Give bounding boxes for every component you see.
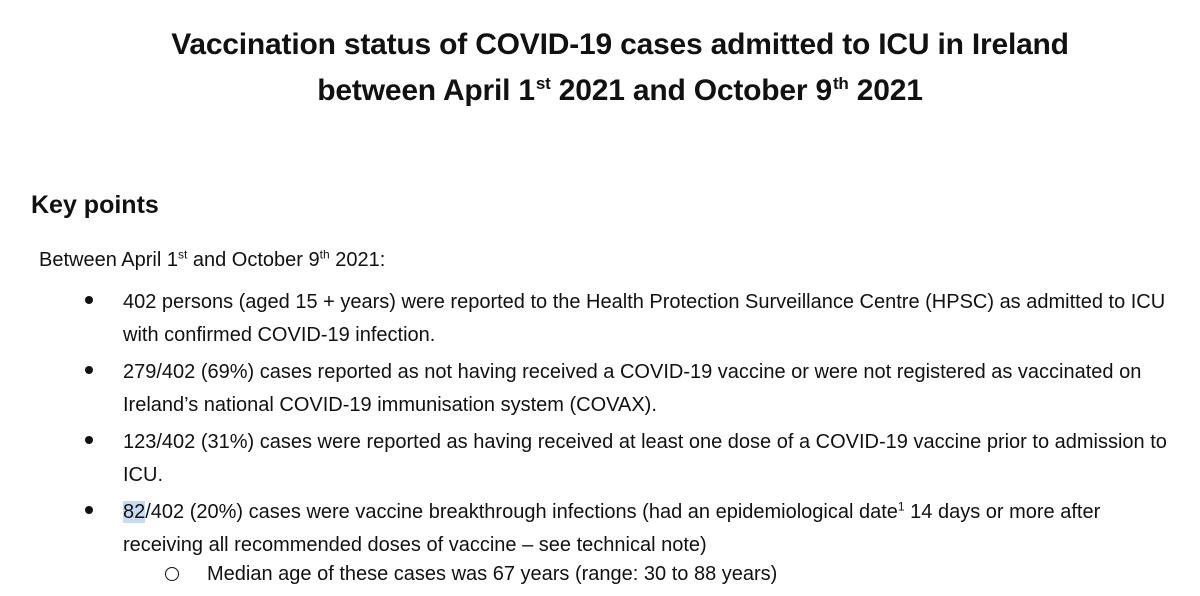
- list-item: 279/402 (69%) cases reported as not havi…: [0, 356, 1200, 422]
- list-item: 123/402 (31%) cases were reported as hav…: [0, 426, 1200, 492]
- title-superscript-th: th: [832, 74, 849, 93]
- intro-part-1: Between April 1: [39, 249, 178, 271]
- title-line-2: between April 1st 2021 and October 9th 2…: [0, 68, 1200, 114]
- list-item: 82/402 (20%) cases were vaccine breakthr…: [0, 496, 1200, 562]
- title-line-2-part-3: 2021: [848, 74, 923, 107]
- sub-list-item: Median age of these cases was 67 years (…: [165, 558, 777, 591]
- intro-superscript-th: th: [319, 247, 330, 262]
- bullet-text: 123/402 (31%) cases were reported as hav…: [123, 431, 1167, 486]
- bullet-dot-icon: [85, 436, 93, 444]
- intro-part-2: and October 9: [187, 249, 320, 271]
- section-heading-key-points: Key points: [31, 191, 159, 219]
- sub-bullet-text: Median age of these cases was 67 years (…: [207, 563, 778, 585]
- title-line-1: Vaccination status of COVID-19 cases adm…: [171, 28, 1069, 61]
- title-line-2-part-2: 2021 and October 9: [550, 74, 832, 107]
- bullet-text: 402 persons (aged 15 + years) were repor…: [123, 291, 1166, 346]
- bullet-text: 82/402 (20%) cases were vaccine breakthr…: [123, 499, 1101, 556]
- document-title: Vaccination status of COVID-19 cases adm…: [0, 22, 1200, 114]
- intro-text: Between April 1st and October 9th 2021:: [39, 247, 386, 272]
- list-item: 402 persons (aged 15 + years) were repor…: [0, 286, 1200, 352]
- title-superscript-st: st: [535, 74, 551, 93]
- bullet-text-part-2: 14 days or more after receiving all reco…: [123, 501, 1101, 556]
- text-selection-highlight[interactable]: 82: [123, 501, 146, 523]
- bullet-dot-icon: [85, 366, 93, 374]
- bullet-dot-icon: [85, 506, 93, 514]
- key-points-list: 402 persons (aged 15 + years) were repor…: [0, 286, 1200, 566]
- footnote-reference: 1: [897, 499, 905, 514]
- bullet-text-part-1: /402 (20%) cases were vaccine breakthrou…: [145, 501, 898, 523]
- intro-part-3: 2021:: [329, 249, 386, 271]
- title-line-2-part-1: between April 1: [317, 74, 535, 107]
- hollow-bullet-icon: [165, 566, 179, 581]
- intro-superscript-st: st: [177, 247, 188, 262]
- bullet-dot-icon: [85, 296, 93, 304]
- bullet-text: 279/402 (69%) cases reported as not havi…: [123, 361, 1142, 416]
